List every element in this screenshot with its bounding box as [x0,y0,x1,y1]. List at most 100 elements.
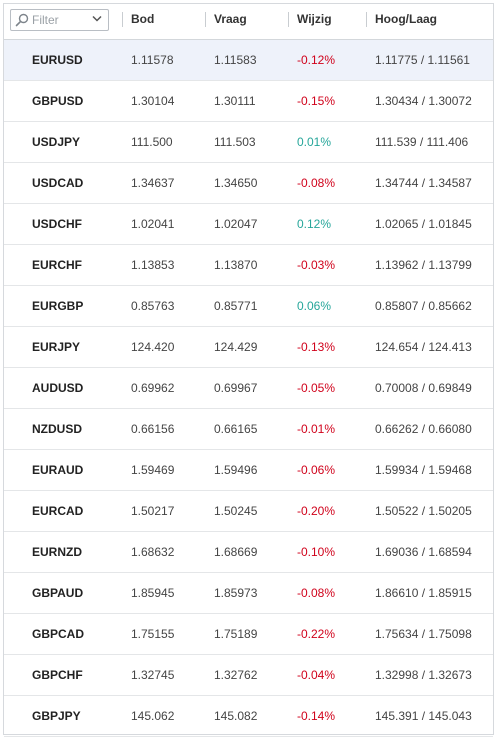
high-low-cell: 1.02065 / 1.01845 [375,217,472,231]
symbol-cell: USDCAD [32,176,84,190]
high-low-cell: 1.30434 / 1.30072 [375,94,472,108]
table-row[interactable]: AUDUSD 0.69962 0.69967 -0.05% 0.70008 / 0.69… [4,368,493,409]
table-row[interactable]: GBPAUD 1.85945 1.85973 -0.08% 1.86610 / 1.85… [4,573,493,614]
change-cell: -0.22% [297,627,336,641]
bid-cell: 1.50217 [131,504,175,518]
bid-cell: 1.59469 [131,463,175,477]
ask-cell: 145.082 [214,709,258,723]
table-row[interactable]: EURCHF 1.13853 1.13870 -0.03% 1.13962 / 1.13… [4,245,493,286]
rates-widget: Filter Bod Vraag Wijzig Hoog/Laag EURUSD… [3,3,494,737]
bid-cell: 145.062 [131,709,175,723]
bid-cell: 1.02041 [131,217,175,231]
change-cell: -0.14% [297,709,336,723]
high-low-cell: 1.69036 / 1.68594 [375,545,472,559]
bid-cell: 1.11578 [131,53,174,67]
ask-cell: 1.68669 [214,545,258,559]
bid-cell: 0.66156 [131,422,175,436]
high-low-cell: 1.32998 / 1.32673 [375,668,472,682]
table-row[interactable]: USDJPY 111.500 111.503 0.01% 111.539 / 111.4… [4,122,493,163]
symbol-cell: GBPAUD [32,586,84,600]
change-cell: -0.06% [297,463,336,477]
bid-cell: 1.68632 [131,545,175,559]
change-cell: -0.08% [297,586,336,600]
table-row[interactable]: EURGBP 0.85763 0.85771 0.06% 0.85807 / 0.856… [4,286,493,327]
ask-cell: 1.32762 [214,668,258,682]
ask-cell: 1.85973 [214,586,258,600]
table-row[interactable]: NZDUSD 0.66156 0.66165 -0.01% 0.66262 / 0.66… [4,409,493,450]
ask-cell: 0.85771 [214,299,258,313]
symbol-cell: USDJPY [32,135,81,149]
ask-cell: 1.75189 [214,627,258,641]
symbol-cell: NZDUSD [32,422,82,436]
bid-cell: 0.85763 [131,299,175,313]
ask-cell: 124.429 [214,340,258,354]
column-header-ask[interactable]: Vraag [205,12,247,27]
bid-cell: 1.32745 [131,668,175,682]
high-low-cell: 0.66262 / 0.66080 [375,422,472,436]
filter-placeholder: Filter [32,13,59,27]
change-cell: -0.04% [297,668,336,682]
change-cell: -0.20% [297,504,336,518]
change-cell: -0.05% [297,381,336,395]
filter-dropdown[interactable]: Filter [10,9,109,31]
symbol-cell: EURUSD [32,53,83,67]
high-low-cell: 1.75634 / 1.75098 [375,627,472,641]
high-low-cell: 0.70008 / 0.69849 [375,381,472,395]
symbol-cell: EURAUD [32,463,84,477]
table-row[interactable]: USDCHF 1.02041 1.02047 0.12% 1.02065 / 1.018… [4,204,493,245]
bid-cell: 1.75155 [131,627,175,641]
bid-cell: 0.69962 [131,381,175,395]
table-row[interactable]: EURJPY 124.420 124.429 -0.13% 124.654 / 124.… [4,327,493,368]
change-cell: 0.01% [297,135,332,149]
bid-cell: 1.30104 [131,94,175,108]
symbol-cell: USDCHF [32,217,82,231]
table-row[interactable]: GBPUSD 1.30104 1.30111 -0.15% 1.30434 / 1.30… [4,81,493,122]
ask-cell: 1.34650 [214,176,258,190]
bid-cell: 1.85945 [131,586,175,600]
bid-cell: 124.420 [131,340,175,354]
table-row[interactable]: GBPCAD 1.75155 1.75189 -0.22% 1.75634 / 1.75… [4,614,493,655]
bid-cell: 1.34637 [131,176,175,190]
high-low-cell: 1.59934 / 1.59468 [375,463,472,477]
change-cell: -0.01% [297,422,336,436]
ask-cell: 1.02047 [214,217,258,231]
symbol-cell: EURCHF [32,258,82,272]
table-row[interactable]: GBPCHF 1.32745 1.32762 -0.04% 1.32998 / 1.32… [4,655,493,696]
change-cell: -0.13% [297,340,336,354]
ask-cell: 0.69967 [214,381,258,395]
symbol-cell: EURNZD [32,545,82,559]
change-cell: 0.12% [297,217,332,231]
table-row[interactable]: EURNZD 1.68632 1.68669 -0.10% 1.69036 / 1.68… [4,532,493,573]
change-cell: -0.10% [297,545,336,559]
ask-cell: 1.13870 [214,258,258,272]
change-cell: -0.08% [297,176,336,190]
ask-cell: 0.66165 [214,422,258,436]
high-low-cell: 145.391 / 145.043 [375,709,472,723]
table-row[interactable]: EURCAD 1.50217 1.50245 -0.20% 1.50522 / 1.50… [4,491,493,532]
symbol-cell: EURCAD [32,504,84,518]
high-low-cell: 124.654 / 124.413 [375,340,472,354]
symbol-cell: GBPCHF [32,668,83,682]
high-low-cell: 111.539 / 111.406 [375,135,469,149]
symbol-cell: EURGBP [32,299,84,313]
high-low-cell: 1.34744 / 1.34587 [375,176,472,190]
rates-table-body: EURUSD 1.11578 1.11583 -0.12% 1.11775 / 1.11… [4,40,493,737]
table-row[interactable]: EURAUD 1.59469 1.59496 -0.06% 1.59934 / 1.59… [4,450,493,491]
column-header-bid[interactable]: Bod [121,12,155,27]
bid-cell: 111.500 [131,135,173,149]
high-low-cell: 1.50522 / 1.50205 [375,504,472,518]
symbol-cell: GBPJPY [32,709,81,723]
ask-cell: 1.30111 [214,94,256,108]
search-icon [15,13,29,27]
symbol-cell: GBPCAD [32,627,85,641]
chevron-down-icon [92,15,102,22]
table-row[interactable]: USDCAD 1.34637 1.34650 -0.08% 1.34744 / 1.34… [4,163,493,204]
change-cell: -0.15% [297,94,336,108]
high-low-cell: 0.85807 / 0.85662 [375,299,472,313]
column-header-high-low[interactable]: Hoog/Laag [366,12,437,27]
table-row[interactable]: EURUSD 1.11578 1.11583 -0.12% 1.11775 / 1.11… [4,40,493,81]
table-row[interactable]: GBPJPY 145.062 145.082 -0.14% 145.391 / 145.… [4,696,493,737]
high-low-cell: 1.86610 / 1.85915 [375,586,472,600]
table-header: Filter Bod Vraag Wijzig Hoog/Laag [4,4,493,40]
column-header-change[interactable]: Wijzig [288,12,332,27]
